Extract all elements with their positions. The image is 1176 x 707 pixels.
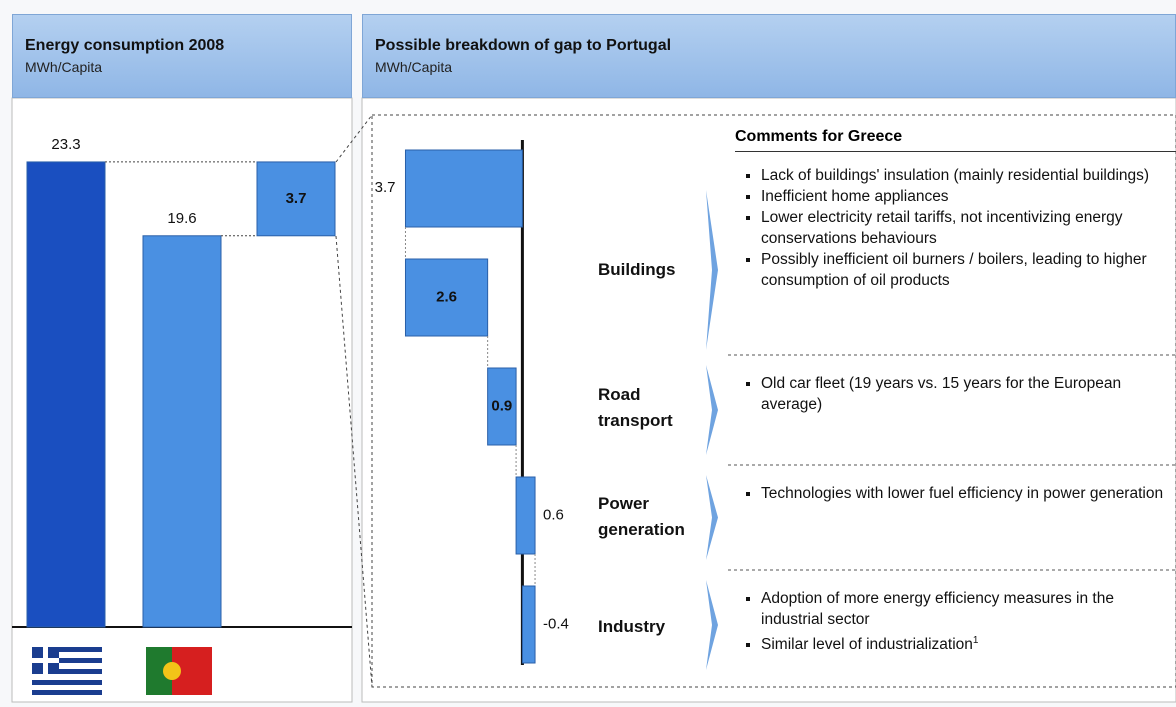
bullet: Similar level of industrialization1 — [761, 630, 1175, 655]
bullet-list: Technologies with lower fuel efficiency … — [735, 483, 1175, 504]
bar — [256, 161, 336, 237]
bar — [404, 258, 489, 337]
bullet-text: Adoption of more energy efficiency measu… — [761, 590, 1114, 628]
category-label: Buildings — [598, 260, 676, 279]
value-label: 19.6 — [167, 210, 196, 227]
value-label: 0.6 — [543, 506, 564, 523]
flag-portugal — [146, 647, 212, 695]
chart-title: Possible breakdown of gap to Portugal — [375, 37, 672, 54]
chevron — [706, 580, 718, 670]
bullet-text: Possibly inefficient oil burners / boile… — [761, 251, 1147, 289]
bar — [521, 585, 536, 664]
bullet-list: Old car fleet (19 years vs. 15 years for… — [735, 373, 1175, 415]
comment-group: Technologies with lower fuel efficiency … — [735, 483, 1175, 504]
chart-subtitle: MWh/Capita — [25, 59, 103, 75]
bullet-text: Lack of buildings' insulation (mainly re… — [761, 167, 1150, 184]
value-label: 3.7 — [286, 190, 307, 207]
bullet-text: Lower electricity retail tariffs, not in… — [761, 209, 1123, 247]
category-label: Industry — [598, 617, 666, 636]
bar — [515, 476, 536, 555]
dotted-frame — [371, 114, 1176, 688]
value-label: 3.7 — [375, 179, 396, 196]
comment-group: Lack of buildings' insulation (mainly re… — [735, 165, 1175, 291]
bullet: Adoption of more energy efficiency measu… — [761, 588, 1175, 630]
value-label: 0.9 — [491, 397, 512, 414]
category-label: Road transport — [598, 385, 673, 430]
right-header: Possible breakdown of gap to Portugal MW… — [362, 14, 1176, 98]
footnote-mark: 1 — [972, 635, 979, 646]
bar — [26, 161, 106, 628]
chevron — [706, 365, 718, 455]
bullet: Inefficient home appliances — [761, 186, 1175, 207]
left-header: Energy consumption 2008 MWh/Capita — [12, 14, 352, 98]
chevron — [706, 475, 718, 560]
comment-group: Adoption of more energy efficiency measu… — [735, 588, 1175, 655]
category-label: Power generation — [598, 494, 685, 539]
bullet-text: Similar level of industrialization — [761, 636, 973, 654]
bullet: Technologies with lower fuel efficiency … — [761, 483, 1175, 504]
bullet-text: Inefficient home appliances — [761, 188, 949, 205]
bullet-text: Old car fleet (19 years vs. 15 years for… — [761, 375, 1122, 413]
value-label: 2.6 — [436, 288, 457, 305]
bullet-text: Technologies with lower fuel efficiency … — [761, 485, 1164, 502]
bullet-list: Adoption of more energy efficiency measu… — [735, 588, 1175, 655]
chart-subtitle: MWh/Capita — [375, 59, 453, 75]
bar — [487, 367, 517, 446]
value-label: -0.4 — [543, 615, 569, 632]
bar — [404, 149, 523, 228]
chart-title: Energy consumption 2008 — [25, 37, 225, 54]
flag-greece — [32, 647, 102, 695]
zoom-line — [335, 114, 373, 163]
bullet-list: Lack of buildings' insulation (mainly re… — [735, 165, 1175, 291]
comment-group: Old car fleet (19 years vs. 15 years for… — [735, 373, 1175, 415]
chevron — [706, 190, 718, 350]
value-label: 23.3 — [51, 136, 80, 153]
bullet: Lack of buildings' insulation (mainly re… — [761, 165, 1175, 186]
bar — [142, 235, 222, 628]
bullet: Possibly inefficient oil burners / boile… — [761, 249, 1175, 291]
bullet: Lower electricity retail tariffs, not in… — [761, 207, 1175, 249]
bullet: Old car fleet (19 years vs. 15 years for… — [761, 373, 1175, 415]
comments-title: Comments for Greece — [735, 128, 1176, 152]
